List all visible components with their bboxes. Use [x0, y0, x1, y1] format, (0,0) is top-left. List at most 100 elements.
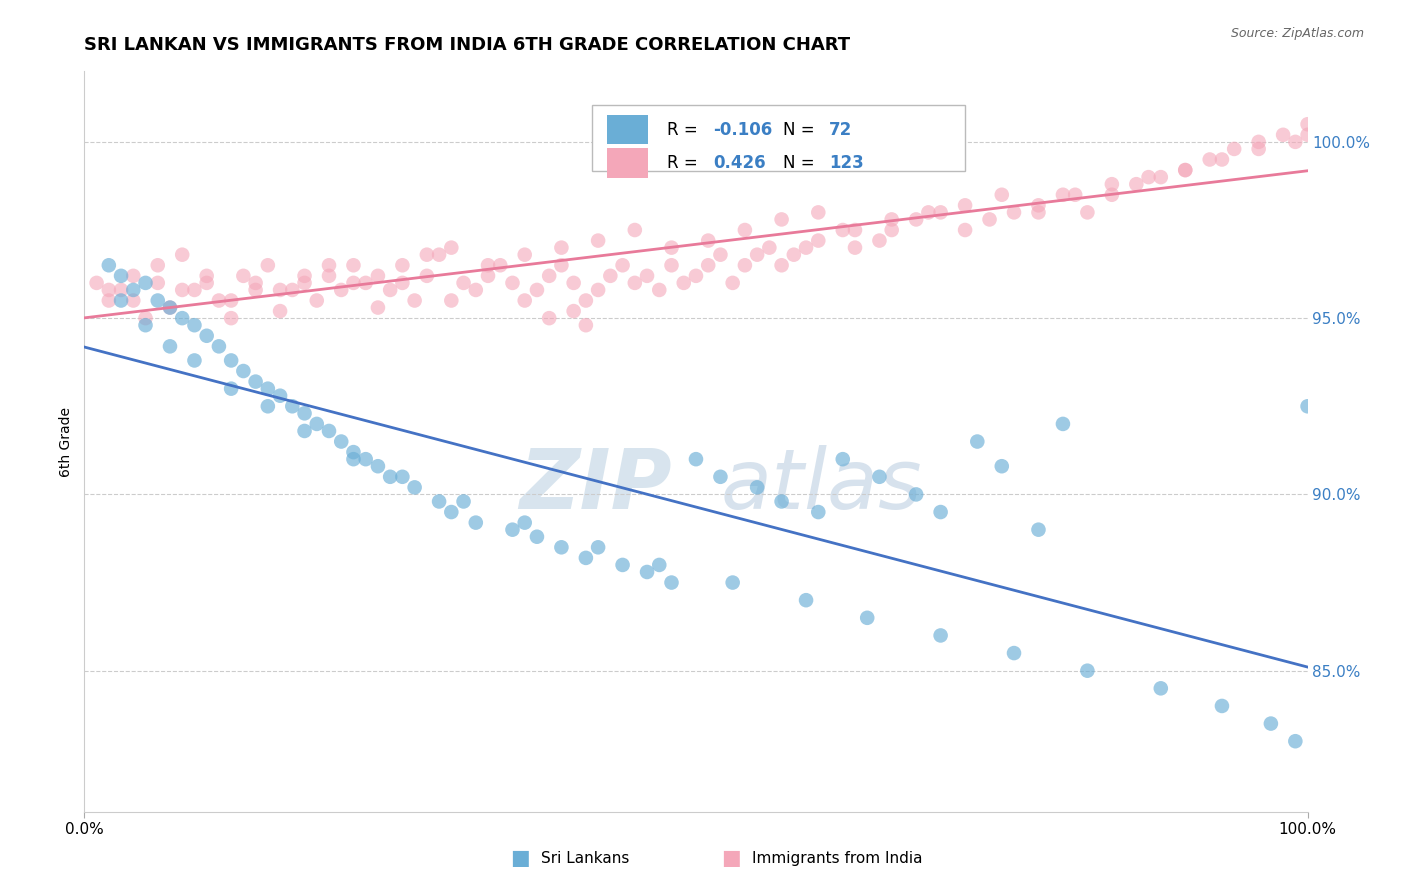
Point [807, 234, 830, 248]
Point [146, 276, 169, 290]
Point [219, 353, 242, 368]
Point [538, 268, 561, 283]
Point [794, 241, 817, 255]
Point [1284, 135, 1306, 149]
Point [354, 452, 377, 467]
Point [195, 276, 218, 290]
Point [440, 505, 463, 519]
Text: R =: R = [666, 120, 703, 138]
Point [257, 258, 280, 272]
Point [294, 276, 316, 290]
Point [294, 406, 316, 420]
Text: Source: ZipAtlas.com: Source: ZipAtlas.com [1230, 27, 1364, 40]
Point [599, 268, 621, 283]
Point [953, 198, 976, 212]
Point [195, 268, 218, 283]
Point [172, 248, 194, 262]
Point [1137, 170, 1160, 185]
Point [342, 452, 364, 467]
Point [758, 241, 780, 255]
Point [844, 223, 866, 237]
Point [110, 293, 132, 308]
Point [269, 389, 291, 403]
Point [648, 283, 671, 297]
Point [770, 212, 793, 227]
Point [1028, 198, 1050, 212]
Point [831, 452, 853, 467]
Point [807, 505, 830, 519]
FancyBboxPatch shape [592, 104, 965, 171]
Point [305, 293, 328, 308]
Point [146, 258, 169, 272]
Point [991, 459, 1014, 474]
Point [318, 258, 340, 272]
Point [110, 283, 132, 297]
Point [1002, 646, 1025, 660]
Point [562, 304, 585, 318]
Point [269, 283, 291, 297]
Point [219, 293, 242, 308]
Point [1211, 153, 1233, 167]
Point [122, 283, 145, 297]
Point [464, 283, 486, 297]
Point [477, 258, 499, 272]
Point [929, 205, 952, 219]
Point [391, 470, 413, 484]
Point [391, 258, 413, 272]
Point [404, 293, 426, 308]
Point [869, 234, 891, 248]
Point [159, 339, 181, 353]
Point [1284, 734, 1306, 748]
Point [624, 276, 647, 290]
Point [538, 311, 561, 326]
Point [721, 276, 744, 290]
Point [342, 445, 364, 459]
Point [269, 304, 291, 318]
Point [367, 459, 389, 474]
FancyBboxPatch shape [606, 115, 648, 145]
Point [586, 283, 609, 297]
Point [953, 223, 976, 237]
Point [245, 375, 267, 389]
Point [86, 276, 108, 290]
Point [183, 283, 205, 297]
Point [453, 276, 475, 290]
Point [661, 241, 683, 255]
Point [1223, 142, 1246, 156]
Point [575, 318, 598, 333]
Point [342, 276, 364, 290]
Point [1260, 716, 1282, 731]
Point [1052, 417, 1074, 431]
Point [807, 205, 830, 219]
Point [135, 318, 157, 333]
Point [257, 382, 280, 396]
Point [97, 258, 120, 272]
Point [464, 516, 486, 530]
Point [586, 541, 609, 555]
Point [257, 399, 280, 413]
Point [195, 328, 218, 343]
Point [502, 276, 524, 290]
Point [1296, 117, 1319, 131]
Point [232, 364, 254, 378]
Point [979, 212, 1001, 227]
Point [477, 268, 499, 283]
Point [159, 301, 181, 315]
Point [697, 258, 720, 272]
Point [1247, 142, 1270, 156]
Point [709, 470, 731, 484]
Text: 123: 123 [830, 154, 865, 172]
Point [636, 268, 658, 283]
Point [636, 565, 658, 579]
Point [685, 452, 707, 467]
Text: R =: R = [666, 154, 703, 172]
Point [991, 187, 1014, 202]
Point [1296, 399, 1319, 413]
Point [440, 293, 463, 308]
Point [1101, 177, 1123, 191]
Text: SRI LANKAN VS IMMIGRANTS FROM INDIA 6TH GRADE CORRELATION CHART: SRI LANKAN VS IMMIGRANTS FROM INDIA 6TH … [84, 36, 851, 54]
Point [342, 258, 364, 272]
Point [770, 494, 793, 508]
Point [110, 268, 132, 283]
Point [208, 339, 231, 353]
